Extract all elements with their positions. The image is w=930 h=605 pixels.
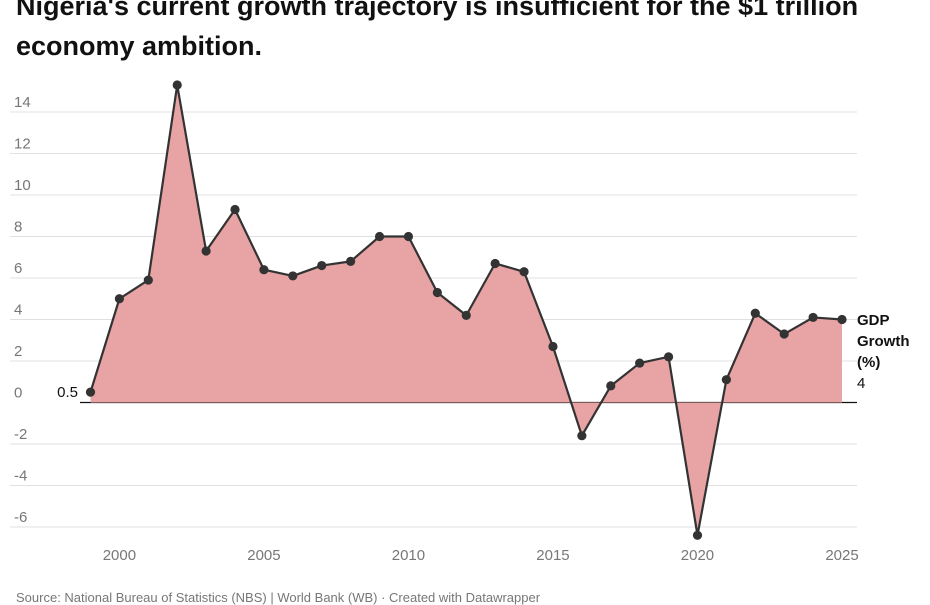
y-tick-label: -6 [14, 509, 27, 526]
data-point [346, 256, 356, 266]
data-point [519, 267, 529, 277]
y-tick-label: 14 [14, 94, 31, 111]
data-point [143, 275, 153, 285]
y-tick-label: 10 [14, 177, 31, 194]
data-point [172, 80, 182, 90]
end-value-label: 4 [857, 375, 865, 392]
y-tick-label: 2 [14, 343, 22, 360]
data-point [461, 310, 471, 320]
y-tick-label: -2 [14, 426, 27, 443]
x-tick-label: 2025 [825, 547, 858, 564]
data-point [837, 314, 847, 325]
data-point [403, 231, 414, 242]
data-point [577, 431, 587, 441]
data-point [663, 352, 674, 362]
data-point [606, 381, 616, 391]
y-tick-label: 6 [14, 260, 22, 277]
data-point [230, 204, 240, 215]
data-point [692, 530, 703, 540]
y-tick-label: 4 [14, 302, 22, 319]
data-point [288, 271, 298, 281]
series-name-label: GDP [857, 312, 890, 329]
series-name-label: (%) [857, 354, 880, 371]
source-note: Source: National Bureau of Statistics (N… [16, 590, 541, 605]
series-name-label: Growth [857, 333, 910, 350]
data-point [259, 265, 269, 275]
y-tick-label: -4 [14, 468, 27, 485]
area-fill [90, 85, 842, 536]
data-point [721, 375, 731, 385]
data-point [201, 246, 211, 256]
data-point [432, 287, 442, 298]
x-tick-label: 2005 [247, 547, 280, 564]
data-point [750, 308, 760, 318]
start-value-label: 0.5 [57, 384, 78, 401]
data-point [114, 294, 125, 304]
chart-title: Nigeria's current growth trajectory is i… [16, 0, 859, 61]
data-point [635, 358, 645, 368]
data-point [374, 231, 385, 242]
data-point [85, 387, 96, 397]
labels: 14 12 10 8 6 4 2 0 -2 -4 -6 2000 2005 2010 2015 2020 202… [14, 94, 910, 564]
data-point [548, 341, 558, 352]
x-tick-label: 2010 [392, 547, 425, 564]
data-point [490, 258, 500, 269]
data-point [808, 312, 818, 323]
data-point [317, 260, 327, 271]
data-points [85, 80, 847, 540]
y-tick-label: 0 [14, 385, 22, 402]
x-tick-label: 2015 [536, 547, 569, 564]
area-layer [90, 85, 842, 536]
y-tick-label: 8 [14, 219, 22, 236]
x-tick-label: 2000 [103, 547, 136, 564]
y-tick-label: 12 [14, 136, 31, 153]
x-tick-label: 2020 [681, 547, 714, 564]
data-point [779, 329, 789, 339]
